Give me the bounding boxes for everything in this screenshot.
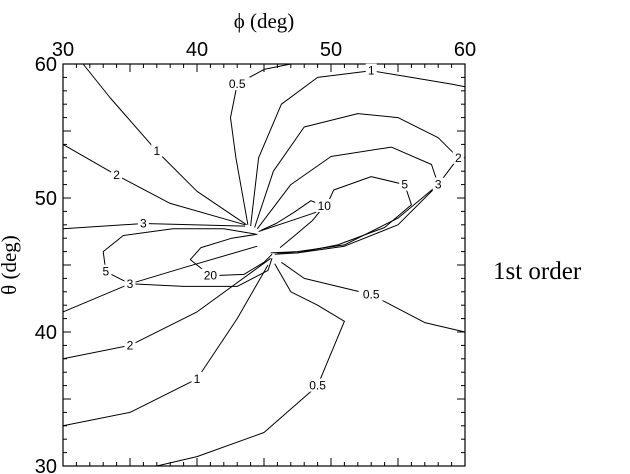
- contour-label-bg-10: [137, 216, 149, 230]
- contour-label-bg-2: [452, 150, 464, 164]
- contour-label-bg-15: [358, 287, 384, 301]
- contour-label-bg-12: [124, 338, 136, 352]
- x-tick-label-50: 50: [320, 39, 342, 61]
- contour-label-bg-13: [191, 371, 203, 385]
- contour-line-14: [156, 263, 345, 467]
- contour-label-bg-6: [315, 199, 334, 212]
- contour-label-bg-4: [399, 177, 411, 191]
- contour-line-13: [62, 264, 269, 427]
- order-annotation: 1st order: [493, 258, 582, 285]
- contour-line-6: [261, 200, 325, 248]
- contour-label-bg-8: [151, 144, 163, 158]
- contour-label-6: 10: [318, 199, 332, 213]
- contour-label-0: 0.5: [229, 77, 246, 91]
- contour-label-15: 0.5: [363, 288, 380, 302]
- contour-label-bg-14: [305, 378, 331, 392]
- x-tick-label-30: 30: [52, 39, 74, 61]
- contour-line-2: [254, 113, 459, 254]
- contour-label-12: 2: [127, 338, 134, 352]
- contour-label-9: 2: [113, 168, 120, 182]
- y-tick-label-50: 50: [35, 188, 57, 210]
- y-tick-label-40: 40: [35, 322, 57, 344]
- contour-line-9: [62, 143, 246, 226]
- contour-label-bg-11: [124, 276, 136, 290]
- contour-label-1: 1: [368, 64, 375, 78]
- contour-line-11: [62, 245, 258, 313]
- y-tick-label-60: 60: [35, 54, 57, 76]
- plot-frame: [62, 63, 466, 467]
- y-axis-title: θ (deg): [0, 235, 21, 295]
- contour-line-4: [258, 176, 412, 254]
- contour-label-4: 5: [401, 178, 408, 192]
- contour-label-bg-3: [432, 177, 444, 191]
- contour-label-2: 2: [455, 151, 462, 165]
- contour-label-10: 3: [140, 217, 147, 231]
- contour-line-3: [256, 146, 439, 255]
- contour-label-bg-7: [201, 268, 220, 282]
- contour-label-bg-9: [111, 168, 123, 182]
- contour-label-14: 0.5: [309, 379, 326, 393]
- contour-label-bg-1: [365, 63, 377, 77]
- contour-label-bg-0: [224, 77, 250, 91]
- x-axis-title: ϕ (deg): [234, 9, 295, 33]
- contour-line-1: [250, 70, 466, 227]
- contour-label-13: 1: [194, 372, 201, 386]
- contour-label-bg-5: [100, 264, 112, 278]
- contour-label-8: 1: [153, 144, 160, 158]
- axis-ticks: [62, 63, 466, 467]
- contour-label-11: 3: [127, 277, 134, 291]
- contour-label-3: 3: [435, 178, 442, 192]
- contour-line-12: [62, 257, 271, 360]
- contour-line-0: [230, 63, 291, 225]
- x-tick-label-60: 60: [454, 39, 476, 61]
- contour-label-7: 20: [204, 269, 218, 283]
- x-tick-label-40: 40: [186, 39, 208, 61]
- contour-lines: [62, 63, 466, 467]
- y-tick-label-30: 30: [35, 456, 57, 474]
- contour-label-5: 5: [103, 265, 110, 279]
- contour-line-10: [62, 223, 246, 230]
- contour-line-7: [189, 233, 273, 277]
